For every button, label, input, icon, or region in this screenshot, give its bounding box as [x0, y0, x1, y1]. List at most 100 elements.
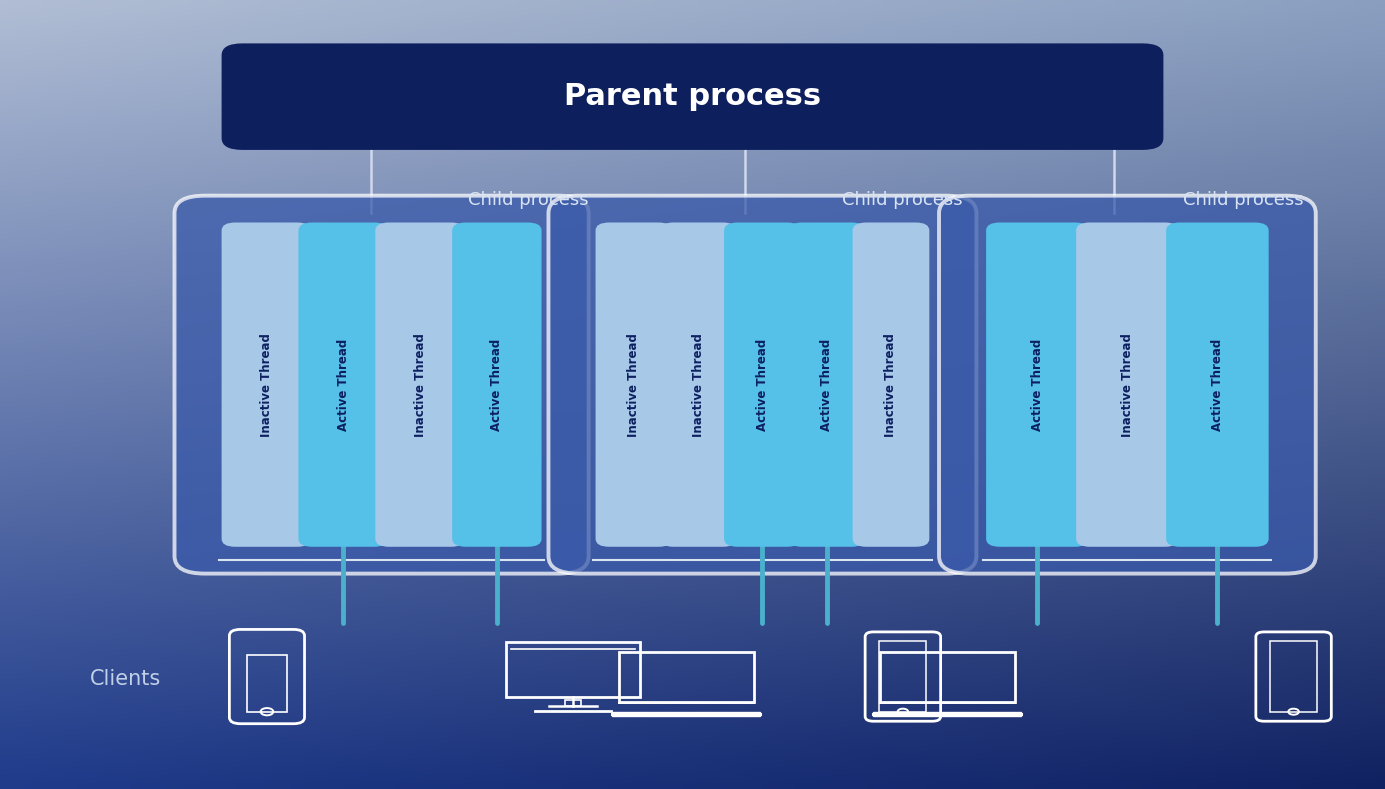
Bar	[0, 663, 1385, 666]
Bar	[0, 71, 1385, 74]
Bar	[0, 323, 1385, 327]
Bar	[0, 166, 1385, 170]
Bar	[0, 684, 1385, 687]
Text: Inactive Thread: Inactive Thread	[1120, 333, 1134, 436]
Bar	[0, 157, 1385, 160]
Bar	[0, 487, 1385, 490]
Bar	[0, 58, 1385, 62]
Bar	[0, 394, 1385, 398]
Bar	[0, 370, 1385, 373]
Text: Active Thread: Active Thread	[490, 338, 503, 431]
Bar	[0, 170, 1385, 173]
Bar	[0, 608, 1385, 610]
Bar	[0, 641, 1385, 644]
Bar	[0, 148, 1385, 151]
Bar	[0, 629, 1385, 632]
Bar	[0, 687, 1385, 690]
Bar	[0, 712, 1385, 715]
Bar	[0, 727, 1385, 731]
Bar	[0, 666, 1385, 669]
Bar	[0, 265, 1385, 268]
Bar	[0, 675, 1385, 678]
Bar	[0, 545, 1385, 548]
Bar	[0, 296, 1385, 299]
Bar	[0, 24, 1385, 28]
Bar	[0, 354, 1385, 357]
Bar	[0, 50, 1385, 52]
Bar	[0, 373, 1385, 376]
Bar	[0, 21, 1385, 24]
Bar	[0, 443, 1385, 447]
Bar	[0, 18, 1385, 21]
Bar	[0, 382, 1385, 385]
Bar	[0, 419, 1385, 422]
Bar	[0, 213, 1385, 215]
Bar	[0, 771, 1385, 773]
Bar	[0, 225, 1385, 228]
Bar	[0, 129, 1385, 133]
Bar	[0, 786, 1385, 789]
Bar	[0, 95, 1385, 99]
Bar	[0, 447, 1385, 450]
Bar	[0, 16, 1385, 18]
Bar	[0, 28, 1385, 31]
Bar	[0, 160, 1385, 163]
Bar	[0, 37, 1385, 40]
Bar	[0, 589, 1385, 592]
Bar	[0, 514, 1385, 518]
Bar	[0, 506, 1385, 509]
Bar	[0, 65, 1385, 68]
Bar	[0, 136, 1385, 139]
Text: Child process: Child process	[468, 191, 589, 209]
Bar	[0, 62, 1385, 65]
Bar	[0, 357, 1385, 361]
Bar	[0, 768, 1385, 771]
Bar	[0, 6, 1385, 9]
Text: Inactive Thread: Inactive Thread	[627, 333, 640, 436]
Bar	[0, 450, 1385, 453]
Bar	[0, 582, 1385, 585]
Text: Inactive Thread: Inactive Thread	[885, 333, 897, 436]
Bar	[0, 388, 1385, 391]
Bar	[0, 469, 1385, 472]
Bar	[0, 765, 1385, 768]
Bar	[0, 133, 1385, 136]
Bar	[0, 435, 1385, 438]
Bar	[0, 336, 1385, 339]
Bar	[0, 703, 1385, 706]
Bar	[0, 179, 1385, 181]
Text: Active Thread: Active Thread	[1030, 338, 1044, 431]
Bar	[0, 669, 1385, 672]
Bar	[0, 740, 1385, 742]
Text: Inactive Thread: Inactive Thread	[414, 333, 427, 436]
Bar	[0, 351, 1385, 354]
FancyBboxPatch shape	[1076, 222, 1179, 547]
Bar	[0, 275, 1385, 278]
Bar	[0, 724, 1385, 727]
Bar	[0, 123, 1385, 126]
Bar	[0, 280, 1385, 283]
Bar	[0, 537, 1385, 540]
Bar	[0, 616, 1385, 619]
Bar	[0, 755, 1385, 758]
Bar	[0, 34, 1385, 37]
Bar	[0, 290, 1385, 293]
Bar	[0, 499, 1385, 503]
Bar	[0, 102, 1385, 105]
Bar	[0, 83, 1385, 86]
FancyBboxPatch shape	[298, 222, 388, 547]
Bar	[0, 567, 1385, 570]
Bar	[0, 626, 1385, 629]
Text: Child process: Child process	[1183, 191, 1303, 209]
Bar	[0, 524, 1385, 527]
Bar	[0, 117, 1385, 120]
Bar	[0, 13, 1385, 16]
Bar	[0, 244, 1385, 246]
Bar	[0, 379, 1385, 382]
Bar	[0, 697, 1385, 700]
Bar	[0, 231, 1385, 234]
Bar	[0, 404, 1385, 407]
Bar	[0, 185, 1385, 188]
Bar	[0, 188, 1385, 191]
Bar	[0, 758, 1385, 761]
